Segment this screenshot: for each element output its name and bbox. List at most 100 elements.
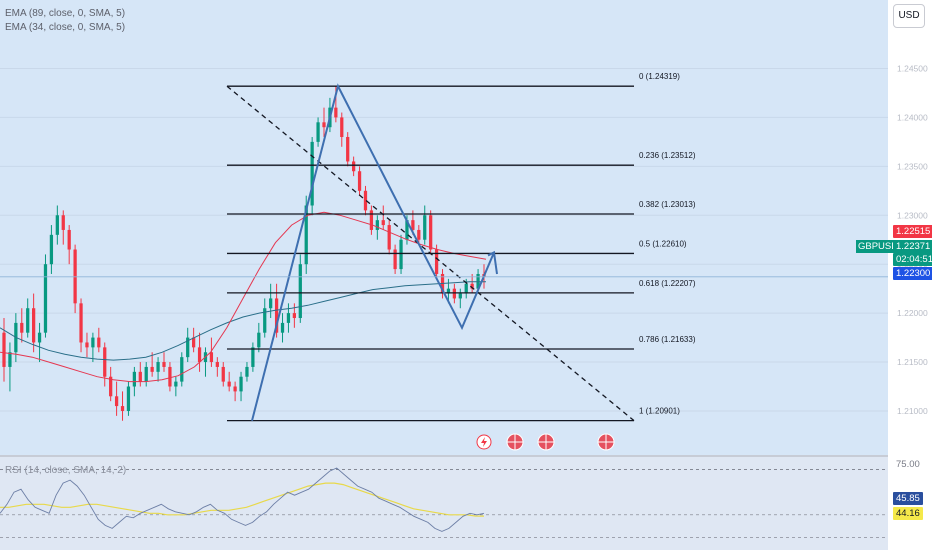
fib-level-label: 0 (1.24319) <box>639 72 680 81</box>
candle-body <box>263 308 267 333</box>
candle-body <box>227 381 231 387</box>
pane-divider <box>0 455 932 457</box>
candle-body <box>352 161 356 172</box>
candle-body <box>357 171 362 191</box>
candle-body <box>446 288 451 294</box>
candle-body <box>340 117 344 137</box>
ema89-line <box>0 281 486 361</box>
candle-body <box>103 347 107 377</box>
candle-body <box>156 362 160 372</box>
symbol-badge: GBPUSD <box>856 240 901 253</box>
candle-body <box>61 215 65 230</box>
candle-body <box>429 215 433 250</box>
candle-body <box>310 141 314 206</box>
candle-body <box>316 122 320 142</box>
candle-body <box>209 352 214 363</box>
price-badge-high: 1.22515 <box>893 225 932 238</box>
candle-body <box>239 376 243 392</box>
candle-body <box>85 342 89 348</box>
candle-body <box>55 215 59 235</box>
candle-body <box>138 371 142 382</box>
candle-body <box>245 366 249 377</box>
price-pane-bg <box>0 0 888 455</box>
fib-level-label: 1 (1.20901) <box>639 407 680 416</box>
dashed-trendline <box>226 85 635 422</box>
candle-body <box>174 381 178 387</box>
candle-body <box>399 239 403 270</box>
ema34-legend[interactable]: EMA (34, close, 0, SMA, 5) <box>5 22 126 33</box>
candle-body <box>464 283 468 294</box>
fib-level-label: 0.5 (1.22610) <box>639 239 687 248</box>
rsi-signal-badge: 44.16 <box>893 507 923 520</box>
rsi-value-badge: 45.85 <box>893 492 923 505</box>
candle-body <box>192 337 196 348</box>
candle-body <box>120 406 125 411</box>
candle-body <box>304 205 308 265</box>
candle-body <box>274 298 279 333</box>
candle-body <box>298 264 302 319</box>
candle-body <box>381 220 385 226</box>
candle-body <box>393 249 397 270</box>
candle-body <box>197 347 202 363</box>
candle-body <box>79 303 83 343</box>
candle-body <box>257 332 261 348</box>
rsi-ma-line <box>0 482 485 517</box>
candle-body <box>168 366 172 387</box>
candle-body <box>186 337 190 358</box>
candle-body <box>363 190 368 211</box>
candle-body <box>37 332 42 343</box>
candle-body <box>109 376 113 397</box>
fib-level-label: 0.236 (1.23512) <box>639 151 696 160</box>
candle-body <box>280 322 285 333</box>
countdown-badge: 02:04:51 <box>893 253 932 266</box>
y-tick-label: 1.21000 <box>897 406 928 416</box>
candle-body <box>215 362 219 367</box>
currency-button[interactable]: USD <box>893 4 925 28</box>
y-tick-label: 1.22000 <box>897 308 928 318</box>
ema34-line <box>0 211 487 383</box>
candle-body <box>67 229 71 250</box>
y-tick-label: 1.21500 <box>897 357 928 367</box>
rsi-pane-bg <box>0 457 888 550</box>
y-tick-label: 1.23000 <box>897 210 928 220</box>
price-badge-current: 1.22371 <box>893 240 932 253</box>
y-tick-label: 1.23500 <box>897 161 928 171</box>
candle-body <box>97 337 101 348</box>
candle-body <box>132 371 136 387</box>
candle-body <box>405 220 409 240</box>
candle-body <box>411 220 415 230</box>
candle-body <box>369 210 374 230</box>
candle-body <box>43 264 48 333</box>
candle-body <box>91 337 95 348</box>
candle-body <box>150 366 154 372</box>
ema89-legend[interactable]: EMA (89, close, 0, SMA, 5) <box>5 8 126 19</box>
candle-body <box>452 288 456 299</box>
candle-body <box>8 352 12 367</box>
candle-body <box>221 366 225 382</box>
candle-body <box>387 225 391 250</box>
candle-body <box>346 136 350 162</box>
price-badge-low: 1.22300 <box>893 267 932 280</box>
fib-level-label: 0.786 (1.21633) <box>639 335 696 344</box>
candle-body <box>180 357 184 382</box>
rsi-line <box>0 467 485 532</box>
pattern-arrowhead <box>487 250 498 275</box>
candle-body <box>269 298 273 309</box>
candle-body <box>322 122 326 128</box>
candle-body <box>423 215 427 240</box>
rsi-legend[interactable]: RSI (14, close, SMA, 14, 2) <box>5 465 127 476</box>
candle-body <box>233 386 237 392</box>
candle-body <box>334 107 338 118</box>
candle-body <box>251 347 255 367</box>
candle-body <box>375 220 379 230</box>
candle-body <box>114 396 119 407</box>
candle-body <box>49 234 54 265</box>
candle-body <box>2 332 6 367</box>
harmonic-pattern-line <box>251 83 495 422</box>
candle-body <box>292 313 296 319</box>
fib-level-label: 0.618 (1.22207) <box>639 279 696 288</box>
candle-body <box>470 283 474 289</box>
candle-body <box>417 229 421 240</box>
candle-body <box>126 386 131 411</box>
